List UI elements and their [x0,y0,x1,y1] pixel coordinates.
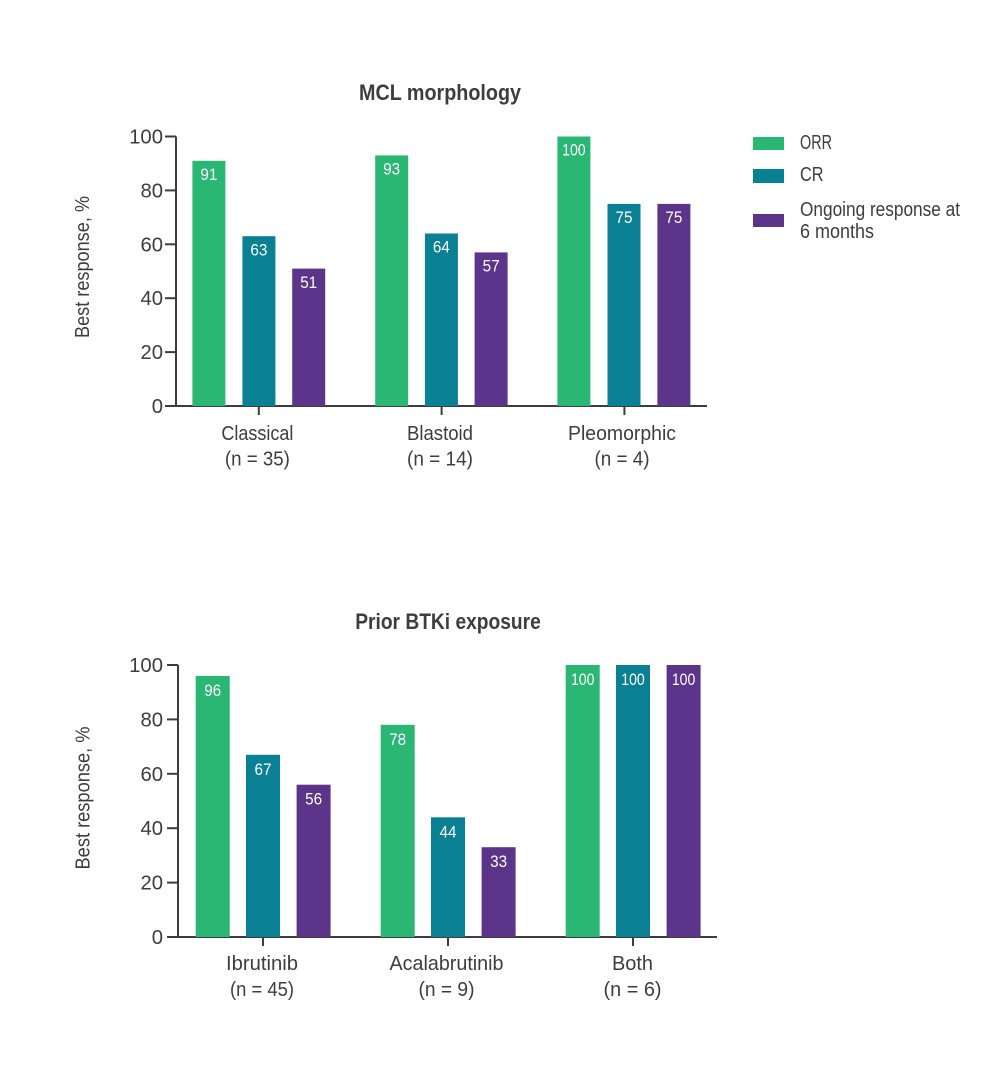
svg-text:(n = 14): (n = 14) [407,449,473,471]
svg-text:(n = 35): (n = 35) [225,449,290,471]
svg-text:51: 51 [300,274,317,292]
svg-text:63: 63 [250,241,267,259]
svg-text:75: 75 [665,209,682,227]
svg-text:44: 44 [440,823,457,841]
svg-text:(n = 4): (n = 4) [595,449,650,471]
svg-text:20: 20 [140,873,163,895]
svg-text:57: 57 [483,258,500,276]
svg-text:60: 60 [140,234,163,256]
svg-text:Best response, %: Best response, % [72,196,94,338]
svg-text:100: 100 [562,142,586,160]
svg-text:ORR: ORR [800,132,832,154]
svg-text:Best response, %: Best response, % [73,727,95,870]
svg-text:Pleomorphic: Pleomorphic [568,423,676,445]
svg-text:100: 100 [571,671,595,689]
svg-text:(n = 45): (n = 45) [230,979,294,1001]
svg-text:100: 100 [129,127,163,149]
svg-text:64: 64 [433,239,450,257]
svg-text:Ongoing response at: Ongoing response at [800,199,960,221]
svg-text:MCL morphology: MCL morphology [359,80,521,105]
svg-text:93: 93 [383,161,400,179]
svg-text:Acalabrutinib: Acalabrutinib [390,953,504,975]
svg-text:40: 40 [140,818,163,840]
svg-text:100: 100 [129,655,163,677]
svg-text:67: 67 [255,761,272,779]
svg-text:80: 80 [140,709,163,731]
svg-text:Blastoid: Blastoid [407,423,473,445]
svg-text:91: 91 [200,166,217,184]
svg-text:96: 96 [204,682,221,700]
svg-text:60: 60 [140,764,163,786]
svg-text:(n = 6): (n = 6) [604,979,662,1001]
svg-text:40: 40 [140,288,163,310]
svg-text:33: 33 [490,853,507,871]
svg-text:(n = 9): (n = 9) [419,979,475,1001]
svg-text:CR: CR [800,164,824,186]
svg-text:100: 100 [672,671,696,689]
svg-text:Both: Both [612,953,653,975]
svg-text:Classical: Classical [221,423,293,445]
svg-text:0: 0 [152,396,163,418]
svg-text:78: 78 [389,731,406,749]
svg-text:6 months: 6 months [800,221,874,243]
svg-text:56: 56 [305,791,322,809]
svg-text:Ibrutinib: Ibrutinib [226,953,298,975]
svg-text:100: 100 [621,671,645,689]
svg-text:20: 20 [140,342,163,364]
svg-text:Prior BTKi exposure: Prior BTKi exposure [355,609,541,634]
svg-text:80: 80 [140,180,163,202]
svg-text:75: 75 [616,209,633,227]
svg-text:0: 0 [152,927,163,949]
